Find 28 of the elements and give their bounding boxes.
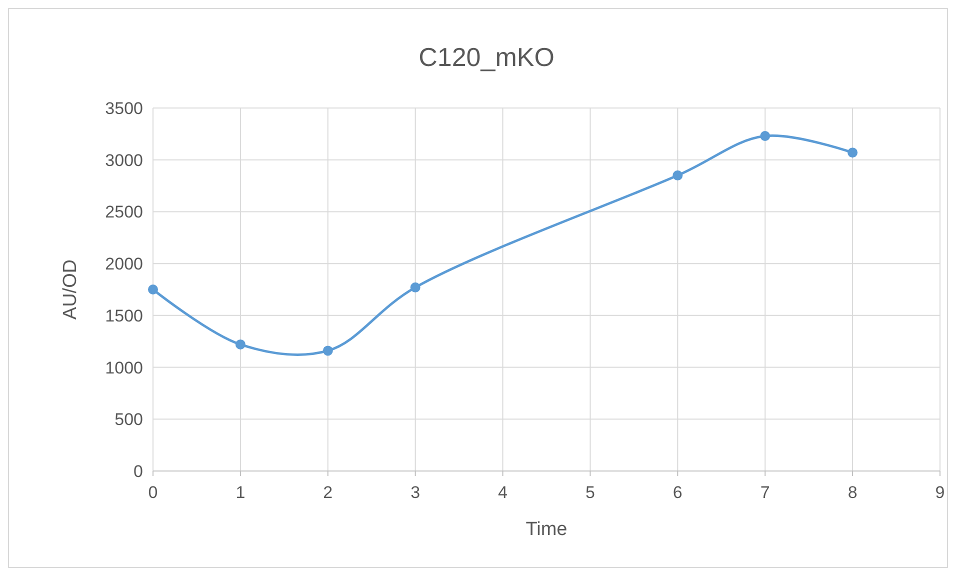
y-tick-label: 1500 bbox=[105, 306, 143, 326]
y-axis-title: AU/OD bbox=[60, 259, 81, 320]
y-tick-label: 1000 bbox=[105, 358, 143, 378]
point bbox=[672, 170, 683, 180]
x-tick-label: 8 bbox=[848, 483, 858, 502]
x-tick-label: 3 bbox=[410, 483, 420, 502]
x-tick-label: 0 bbox=[148, 483, 158, 502]
point bbox=[322, 346, 333, 356]
y-tick-label: 0 bbox=[134, 462, 143, 481]
x-tick-label: 5 bbox=[585, 483, 595, 502]
x-tick-label: 6 bbox=[672, 483, 682, 502]
x-tick-label: 1 bbox=[236, 483, 246, 502]
point bbox=[410, 282, 420, 292]
x-tick-label: 7 bbox=[760, 483, 770, 502]
y-tick-label: 500 bbox=[114, 410, 143, 430]
x-tick-label: 9 bbox=[935, 483, 945, 502]
point bbox=[848, 148, 858, 158]
x-tick-label: 2 bbox=[323, 483, 333, 502]
y-tick-label: 3500 bbox=[105, 99, 143, 118]
chart-title: C120_mKO bbox=[418, 42, 554, 72]
y-tick-label: 3000 bbox=[105, 150, 143, 170]
point bbox=[148, 284, 158, 294]
point bbox=[235, 339, 246, 350]
x-tick-label: 4 bbox=[498, 483, 508, 502]
point bbox=[760, 131, 770, 142]
y-tick-label: 2000 bbox=[105, 254, 143, 274]
y-tick-label: 2500 bbox=[105, 202, 143, 222]
x-axis-title: Time bbox=[526, 519, 568, 540]
